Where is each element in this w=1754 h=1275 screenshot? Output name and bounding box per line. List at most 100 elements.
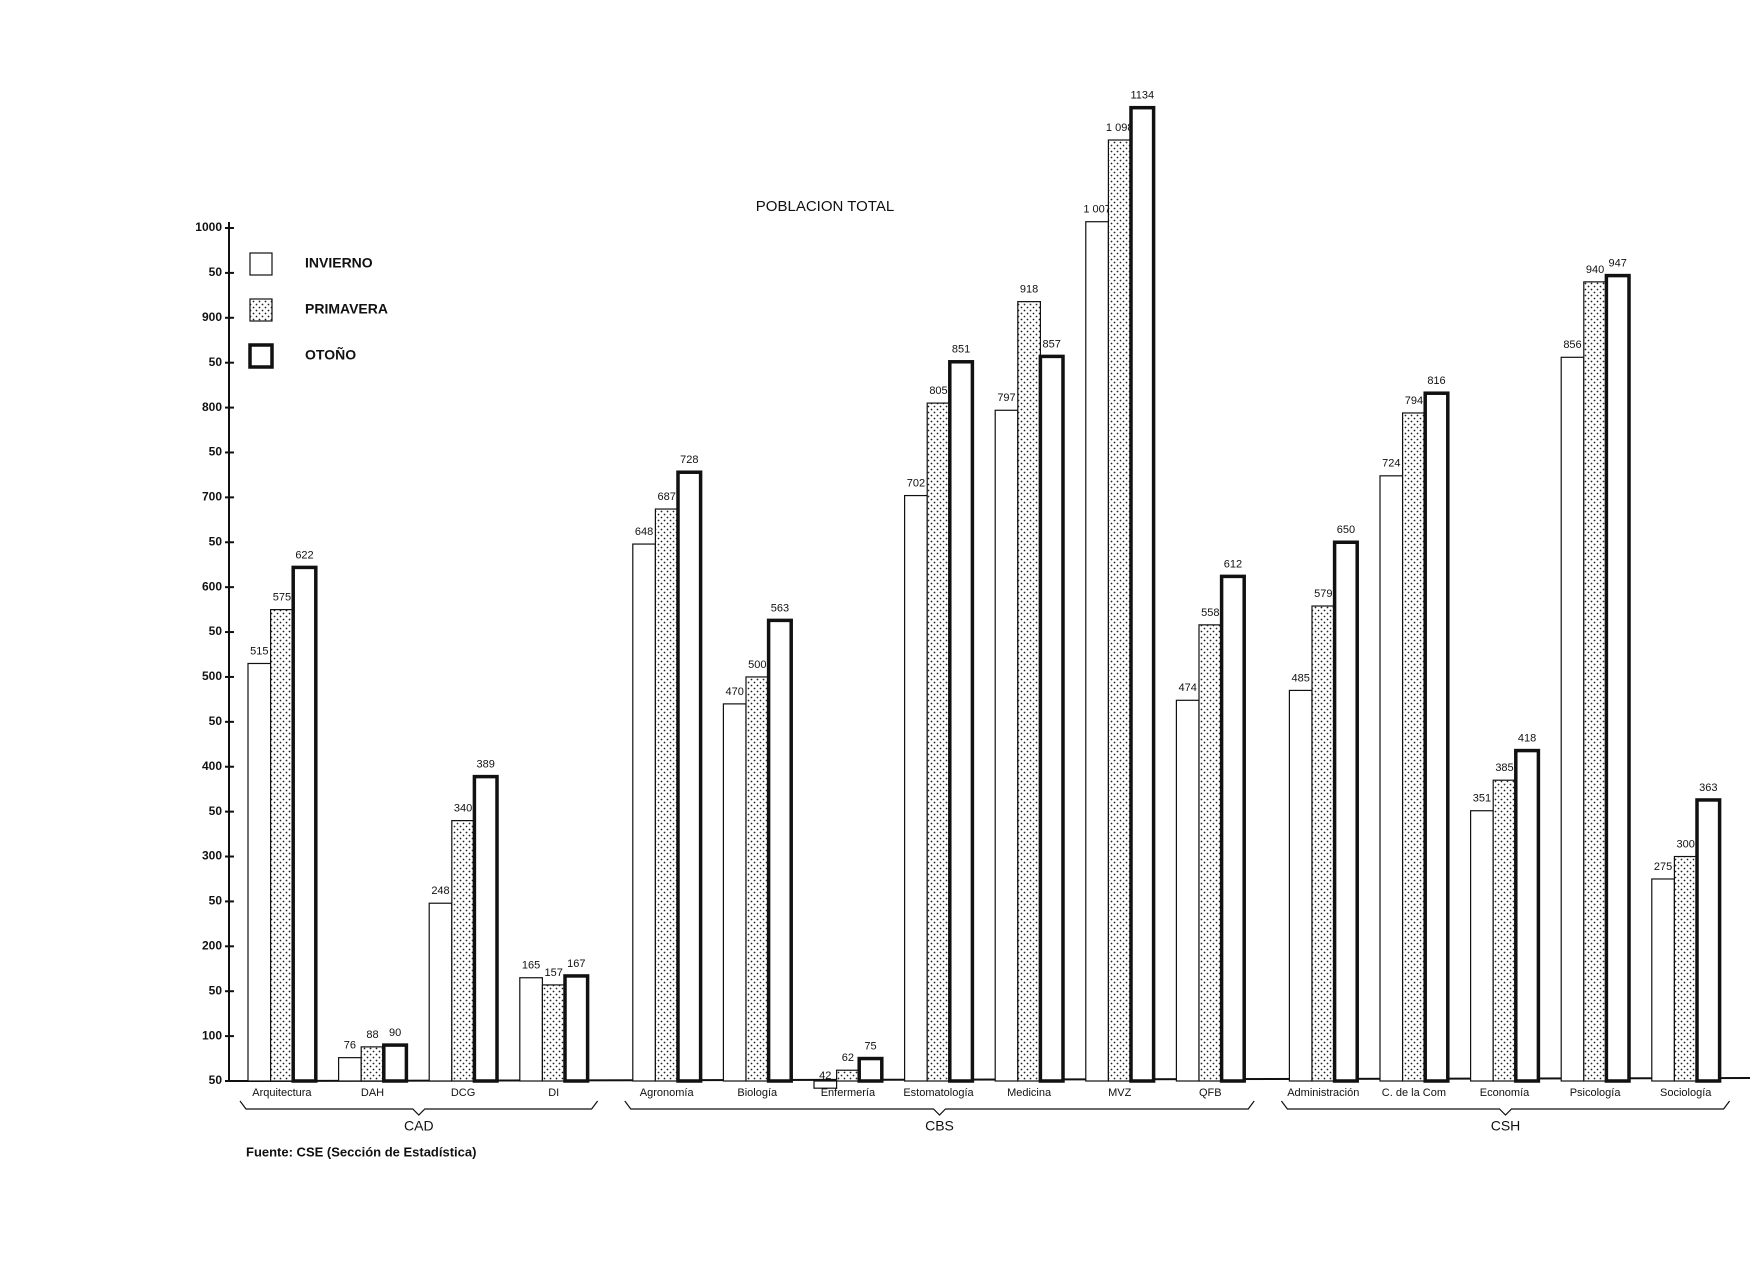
bar — [766, 618, 793, 1083]
bar — [1198, 624, 1223, 1082]
bar — [1604, 273, 1631, 1083]
x-tick-label: DAH — [361, 1087, 384, 1099]
bar — [813, 1080, 838, 1089]
bar — [1673, 855, 1698, 1082]
value-label: 300 — [1677, 838, 1695, 850]
value-label: 340 — [454, 803, 472, 815]
y-tick-label: 200 — [202, 938, 222, 952]
value-label: 157 — [545, 967, 563, 979]
bar — [338, 1057, 362, 1082]
bar — [1311, 605, 1336, 1082]
bar — [1129, 105, 1156, 1083]
x-tick-label: DCG — [451, 1087, 475, 1099]
value-label: 805 — [929, 385, 947, 397]
bar — [654, 508, 679, 1082]
y-tick-label: 50 — [209, 714, 223, 728]
x-tick-label: Estomatología — [903, 1087, 974, 1099]
bar — [722, 703, 747, 1082]
value-label: 75 — [864, 1040, 876, 1052]
bar — [1695, 798, 1722, 1083]
bar — [1288, 689, 1313, 1082]
bar — [541, 984, 566, 1082]
value-label: 167 — [567, 958, 585, 970]
bar — [994, 409, 1019, 1082]
legend-swatch — [249, 252, 273, 276]
bar — [1469, 810, 1494, 1082]
value-label: 563 — [771, 602, 789, 614]
legend-swatch — [248, 343, 274, 369]
bar — [247, 662, 272, 1082]
bar — [472, 774, 499, 1083]
y-tick-label: 50 — [209, 624, 223, 638]
value-label: 515 — [250, 645, 268, 657]
bar — [382, 1043, 409, 1083]
x-tick-label: MVZ — [1108, 1087, 1132, 1099]
bar — [1219, 574, 1246, 1083]
y-tick-label: 300 — [202, 849, 222, 863]
value-label: 90 — [389, 1027, 401, 1039]
bar — [291, 565, 318, 1083]
value-label: 1 007 — [1083, 204, 1111, 216]
bar — [857, 1056, 884, 1083]
group-label: CBS — [925, 1118, 954, 1134]
bar — [1583, 281, 1608, 1082]
bar — [745, 676, 770, 1082]
value-label: 702 — [907, 477, 925, 489]
value-label: 485 — [1292, 672, 1310, 684]
legend-label: OTOÑO — [305, 346, 356, 363]
bar — [1492, 779, 1517, 1082]
y-tick-label: 600 — [202, 579, 222, 593]
x-tick-label: Biología — [737, 1087, 778, 1099]
value-label: 940 — [1586, 264, 1604, 276]
value-label: 918 — [1020, 284, 1038, 296]
value-label: 857 — [1043, 338, 1061, 350]
bar — [1401, 412, 1426, 1082]
group-label: CSH — [1491, 1118, 1521, 1134]
value-label: 474 — [1179, 682, 1197, 694]
value-label: 389 — [477, 759, 495, 771]
value-label: 650 — [1337, 524, 1355, 536]
y-tick-label: 50 — [209, 534, 223, 548]
x-tick-label: Psicología — [1570, 1087, 1622, 1099]
bar — [360, 1046, 385, 1082]
bar — [1560, 356, 1585, 1082]
value-label: 470 — [726, 686, 744, 698]
bar — [948, 360, 975, 1083]
value-label: 88 — [366, 1029, 378, 1041]
value-label: 856 — [1563, 339, 1581, 351]
y-tick-label: 50 — [209, 445, 223, 459]
bar — [835, 1069, 860, 1082]
bar — [1651, 878, 1676, 1082]
value-label: 363 — [1699, 782, 1717, 794]
legend-label: INVIERNO — [305, 255, 373, 271]
group-brace — [624, 1100, 1255, 1116]
bar — [1514, 748, 1541, 1083]
y-tick-label: 100 — [202, 1028, 222, 1042]
bar — [1423, 391, 1450, 1083]
group-brace — [1280, 1100, 1731, 1116]
legend-label: PRIMAVERA — [305, 301, 388, 317]
value-label: 728 — [680, 454, 698, 466]
y-tick-label: 50 — [209, 265, 223, 279]
group-brace — [239, 1100, 599, 1116]
value-label: 579 — [1314, 588, 1332, 600]
source-note: Fuente: CSE (Sección de Estadística) — [246, 1144, 476, 1159]
x-tick-label: Administración — [1287, 1087, 1359, 1099]
value-label: 797 — [997, 392, 1015, 404]
value-label: 1134 — [1130, 90, 1154, 102]
bar — [1332, 540, 1359, 1083]
y-tick-label: 800 — [202, 400, 222, 414]
value-label: 62 — [842, 1052, 854, 1064]
y-tick-label: 900 — [202, 310, 222, 324]
value-label: 42 — [819, 1070, 831, 1082]
x-tick-label: Agronomía — [640, 1087, 695, 1099]
value-label: 687 — [658, 491, 676, 503]
value-label: 648 — [635, 526, 653, 538]
y-tick-label: 500 — [202, 669, 222, 683]
value-label: 76 — [344, 1040, 356, 1052]
y-tick-label: 400 — [202, 759, 222, 773]
value-label: 351 — [1473, 793, 1491, 805]
value-label: 575 — [273, 592, 291, 604]
value-label: 794 — [1405, 395, 1423, 407]
